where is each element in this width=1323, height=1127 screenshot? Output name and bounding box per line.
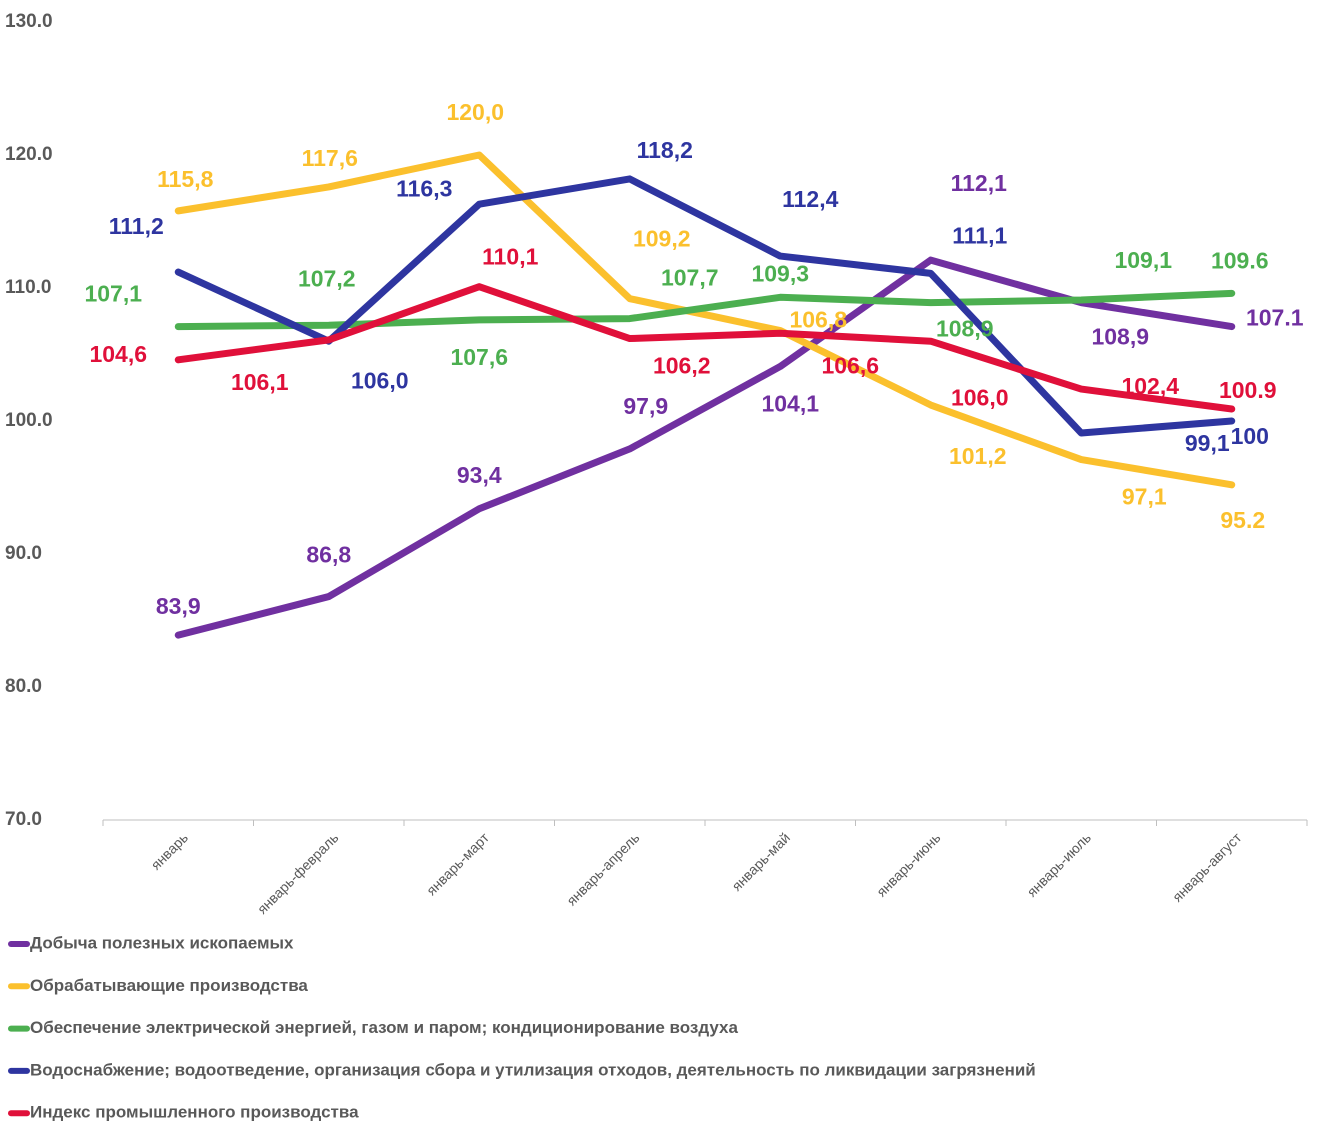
y-tick-label: 110.0: [5, 277, 52, 298]
data-label: 111,2: [109, 213, 164, 239]
data-label: 97,1: [1122, 484, 1167, 510]
data-label: 106,6: [821, 352, 879, 378]
data-label: 107,1: [84, 281, 142, 307]
legend-label: Индекс промышленного производства: [30, 1103, 359, 1122]
data-label: 100: [1231, 423, 1269, 449]
data-label: 118,2: [637, 137, 693, 163]
x-tick-label: январь-июнь: [873, 829, 943, 899]
data-label: 115,8: [157, 166, 213, 192]
y-tick-label: 100.0: [5, 410, 53, 431]
data-label: 117,6: [302, 145, 358, 171]
y-tick-label: 70.0: [5, 809, 42, 830]
legend-label: Водоснабжение; водоотведение, организаци…: [30, 1060, 1036, 1079]
y-tick-label: 130.0: [5, 11, 53, 32]
series-line: [174, 175, 1236, 437]
x-tick-label: январь-февраль: [254, 829, 342, 917]
data-label: 110,1: [482, 244, 538, 270]
series-line: [174, 289, 1236, 331]
data-label: 109,1: [1114, 247, 1172, 273]
legend-label: Добыча полезных ископаемых: [30, 933, 294, 952]
data-label: 104,1: [761, 391, 819, 417]
data-label: 99,1: [1185, 430, 1230, 456]
data-label: 111,1: [952, 222, 1007, 248]
data-label: 101,2: [949, 443, 1007, 469]
data-label: 97,9: [623, 393, 668, 419]
x-tick-label: январь-июль: [1024, 829, 1094, 899]
data-label: 107,2: [298, 265, 356, 291]
data-label: 107,7: [661, 265, 719, 291]
x-tick-label: январь-март: [423, 829, 492, 898]
data-label: 108,9: [936, 316, 994, 342]
data-label: 120,0: [446, 99, 504, 125]
x-tick-label: январь: [148, 829, 191, 872]
y-tick-label: 90.0: [5, 543, 42, 564]
series-line: [174, 256, 1236, 639]
data-label: 107,6: [450, 344, 508, 370]
data-label: 93,4: [457, 462, 502, 488]
legend-label: Обрабатывающие производства: [30, 976, 308, 995]
x-tick-label: январь-август: [1169, 829, 1245, 905]
data-label: 106,8: [789, 307, 847, 333]
data-label: 106,2: [653, 353, 711, 379]
legend-label: Обеспечение электрической энергией, газо…: [30, 1018, 738, 1037]
data-label: 109.6: [1211, 247, 1269, 273]
data-label: 95.2: [1220, 507, 1265, 533]
data-label: 86,8: [306, 542, 351, 568]
series-line: [174, 151, 1236, 489]
data-label: 112,4: [782, 186, 838, 212]
data-label: 106,1: [231, 369, 289, 395]
data-label: 109,3: [751, 260, 809, 286]
data-label: 100.9: [1219, 377, 1277, 403]
x-tick-label: январь-май: [728, 829, 793, 894]
data-label: 108,9: [1091, 324, 1149, 350]
data-label: 83,9: [156, 593, 201, 619]
x-tick-label: январь-апрель: [563, 829, 642, 908]
y-tick-label: 120.0: [5, 144, 53, 165]
data-label: 106,0: [351, 367, 409, 393]
data-label: 104,6: [89, 341, 147, 367]
data-label: 107.1: [1246, 305, 1304, 331]
data-label: 109,2: [633, 226, 691, 252]
y-tick-label: 80.0: [5, 676, 42, 697]
data-label: 116,3: [396, 175, 452, 201]
series-line: [174, 283, 1236, 413]
data-label: 102,4: [1121, 373, 1179, 399]
data-label: 112,1: [951, 170, 1007, 196]
data-label: 106,0: [951, 384, 1009, 410]
